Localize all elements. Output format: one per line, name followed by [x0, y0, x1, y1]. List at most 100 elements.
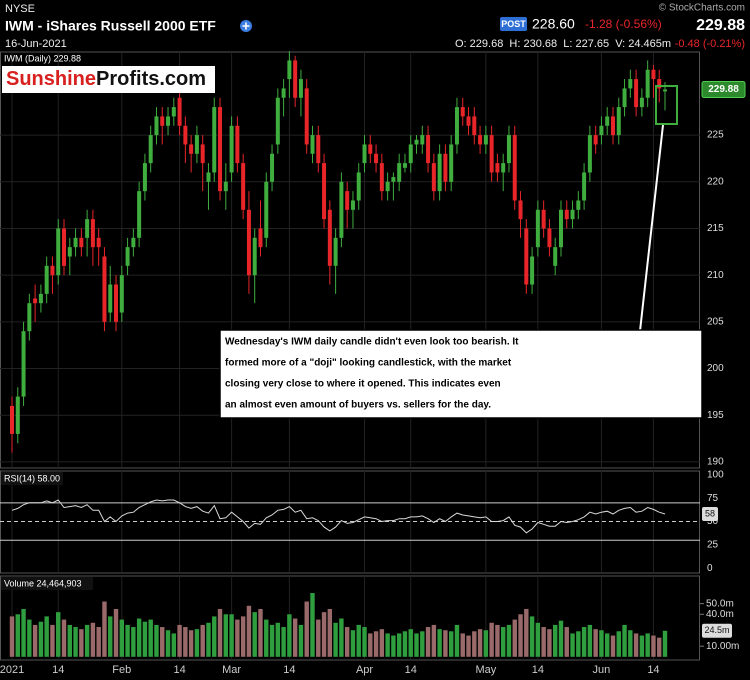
y-tick-label: 195	[707, 410, 724, 421]
volume-bar	[200, 624, 205, 657]
legend-bg	[1, 472, 63, 485]
volume-bar	[518, 614, 523, 657]
volume-bar	[316, 619, 321, 657]
volume-bar	[379, 629, 385, 657]
candle-body	[605, 116, 610, 126]
y-tick-label: 75	[707, 493, 719, 504]
volume-bar	[443, 630, 448, 657]
candle-body	[541, 209, 546, 229]
post-badge-bg	[500, 17, 527, 31]
volume-bar	[356, 624, 361, 657]
y-tick-label: 225	[707, 130, 724, 141]
volume-bar	[437, 629, 442, 657]
volume-bar	[119, 619, 124, 657]
candle-body	[478, 135, 483, 145]
candle-body	[553, 247, 558, 266]
candle-body	[385, 181, 390, 192]
x-tick-label: Apr	[356, 664, 373, 676]
volume-bar	[339, 618, 344, 657]
candle-body	[368, 144, 373, 154]
date: 16-Jun-2021	[5, 38, 67, 50]
annotation-line: formed more of a "doji" looking candlest…	[225, 358, 512, 369]
volume-bar	[148, 619, 153, 657]
volume-bar	[125, 624, 130, 657]
volume-bar	[396, 633, 402, 657]
volume-bar	[310, 593, 315, 657]
candle-body	[593, 135, 598, 145]
candle-body	[218, 107, 223, 192]
logo: SunshineProfits.com	[6, 68, 206, 90]
candle-body	[177, 97, 182, 126]
volume-bar	[269, 624, 275, 657]
panel-frame	[0, 51, 700, 469]
post-price: 228.60	[532, 16, 575, 32]
volume-bar	[79, 629, 84, 657]
volume-marker	[702, 623, 732, 638]
candle-body	[426, 135, 431, 164]
candle-body	[472, 116, 477, 136]
candle-body	[96, 237, 101, 248]
y-tick-label: 100	[707, 469, 724, 480]
x-tick-label: Mar	[222, 664, 241, 676]
volume-bar	[321, 612, 327, 657]
candle-body	[316, 135, 321, 164]
candle-body	[287, 60, 292, 80]
candle-body	[223, 181, 228, 192]
candle-body	[362, 144, 367, 164]
candle-body	[275, 97, 280, 145]
x-tick-label: Feb	[112, 664, 131, 676]
volume-bar	[235, 619, 240, 657]
volume-bar	[558, 620, 564, 657]
volume-bar	[61, 619, 67, 657]
panel-legend: IWM (Daily) 229.88	[4, 53, 81, 63]
candle-body	[657, 79, 662, 89]
volume-bar	[500, 627, 506, 657]
volume-bar	[246, 605, 252, 657]
candle-body	[443, 153, 448, 182]
candle-body	[587, 135, 592, 173]
volume-bar	[50, 624, 55, 657]
candle-body	[241, 163, 246, 210]
x-tick-label: 14	[647, 664, 659, 676]
candle-body	[414, 139, 419, 145]
volume-bar	[275, 622, 281, 657]
y-tick-label: 40.0m	[706, 609, 734, 620]
volume-bar	[368, 633, 373, 657]
add-icon-plus	[242, 22, 250, 30]
candle-body	[15, 396, 20, 434]
candle-body	[547, 228, 552, 248]
candle-body	[535, 209, 540, 248]
post-badge: POST	[501, 19, 526, 29]
volume-bar	[229, 614, 234, 657]
volume-bar	[131, 627, 136, 657]
candle-body	[651, 69, 656, 80]
candle-body	[85, 219, 90, 238]
volume-bar	[252, 612, 257, 657]
volume-bar	[402, 631, 408, 657]
volume-bar	[344, 627, 350, 657]
annotation-line: Wednesday's IWM daily candle didn't even…	[225, 337, 519, 348]
candle-body	[148, 135, 153, 164]
volume-bar	[327, 608, 333, 657]
y-tick-label: 50	[707, 516, 719, 527]
volume-bar	[281, 627, 286, 657]
y-tick-label: 25	[707, 540, 719, 551]
volume-bar	[21, 608, 26, 657]
candle-body	[374, 153, 379, 164]
candle-body	[79, 237, 84, 248]
x-tick-label: 2021	[0, 664, 24, 676]
candle-body	[154, 116, 159, 136]
volume-bar	[298, 624, 304, 657]
panel-frame	[0, 575, 700, 661]
volume-bar	[460, 633, 465, 657]
annotation-box	[219, 329, 703, 419]
volume-bar	[622, 624, 627, 657]
candle-body	[131, 237, 136, 248]
candle-body	[194, 135, 199, 154]
y-tick-label: 215	[707, 223, 724, 234]
volume-bar	[264, 619, 269, 657]
logo-part: Profits.com	[96, 68, 206, 90]
y-tick-label: 205	[707, 317, 724, 328]
volume-bar	[495, 624, 500, 657]
candle-body	[339, 181, 344, 238]
